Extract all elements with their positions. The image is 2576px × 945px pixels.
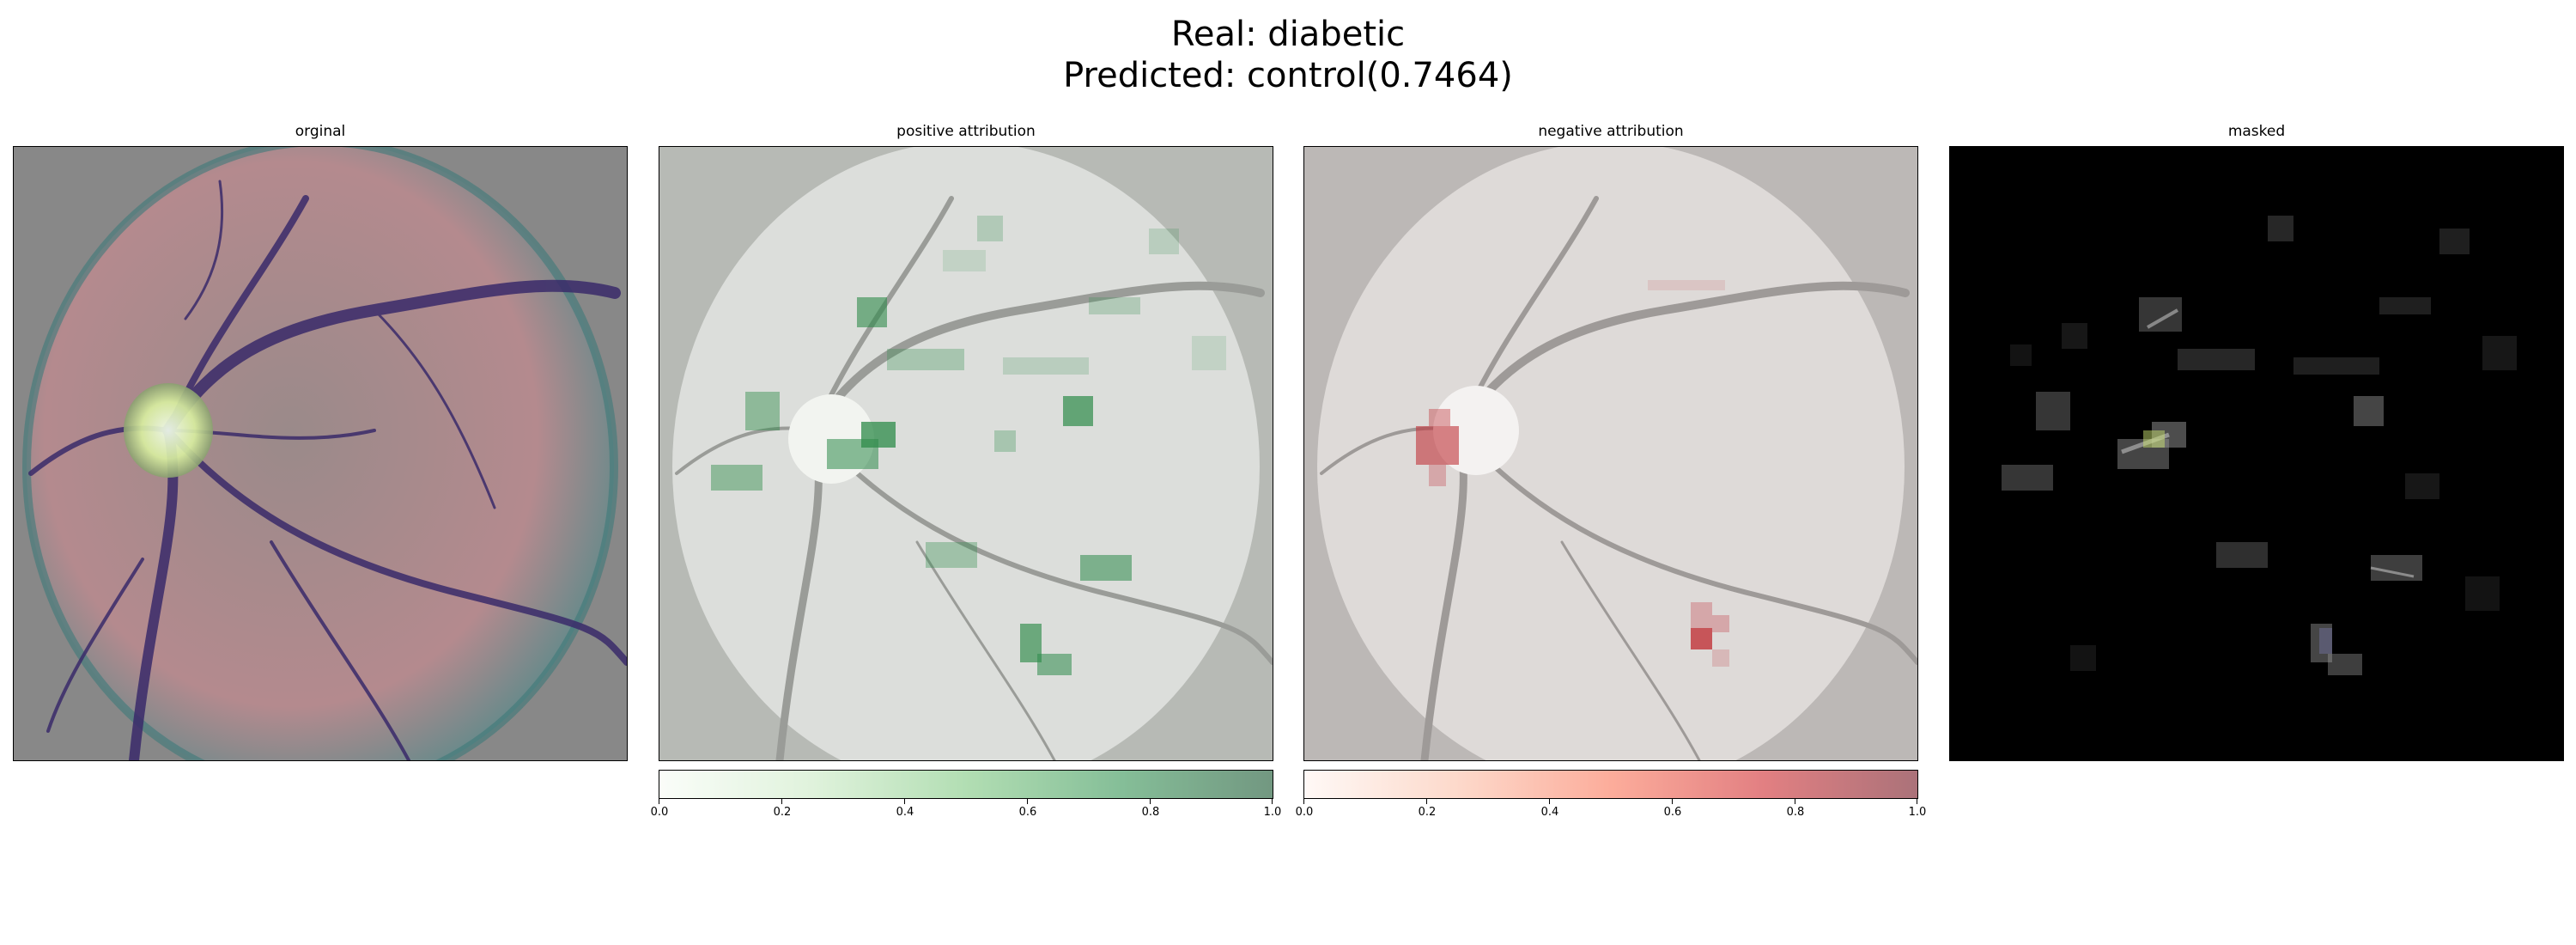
tick-label: 0.8 xyxy=(1141,806,1160,819)
negative-attribution-panel xyxy=(1303,146,1918,761)
tick-label: 1.0 xyxy=(1263,806,1282,819)
tick xyxy=(1027,798,1028,804)
tick xyxy=(904,798,905,804)
tick xyxy=(1549,798,1550,804)
masked-panel xyxy=(1949,146,2564,761)
panel-title-masked: masked xyxy=(2227,123,2286,140)
tick xyxy=(1426,798,1427,804)
tick xyxy=(781,798,782,804)
tick-label: 0.4 xyxy=(1540,806,1559,819)
masked-image xyxy=(1950,147,2563,760)
negative-attribution-image xyxy=(1304,147,1917,760)
original-image-panel xyxy=(13,146,628,761)
negative-attribution-patches xyxy=(1416,280,1729,667)
original-fundus-image xyxy=(14,147,627,760)
masked-visible-patches xyxy=(2002,216,2517,675)
tick-label: 0.6 xyxy=(1018,806,1037,819)
figure-title-predicted: Predicted: control(0.7464) xyxy=(1063,56,1513,95)
positive-attribution-patches xyxy=(711,216,1226,675)
tick-label: 0.4 xyxy=(896,806,914,819)
positive-attribution-panel xyxy=(659,146,1273,761)
tick-label: 0.2 xyxy=(1418,806,1437,819)
panel-title-positive: positive attribution xyxy=(896,123,1036,140)
panel-title-negative: negative attribution xyxy=(1538,123,1684,140)
tick xyxy=(1150,798,1151,804)
tick-label: 0.0 xyxy=(650,806,669,819)
tick-label: 0.0 xyxy=(1295,806,1314,819)
tick xyxy=(1303,798,1304,804)
panel-title-original: orginal xyxy=(295,123,346,140)
figure-title-real: Real: diabetic xyxy=(1170,15,1406,54)
positive-colorbar-frame xyxy=(659,770,1273,799)
negative-colorbar-frame xyxy=(1303,770,1918,799)
tick xyxy=(1672,798,1673,804)
tick xyxy=(1272,798,1273,804)
tick-label: 1.0 xyxy=(1908,806,1927,819)
optic-disc xyxy=(124,383,213,478)
tick-label: 0.2 xyxy=(773,806,792,819)
positive-attribution-image xyxy=(659,147,1273,760)
tick-label: 0.6 xyxy=(1663,806,1682,819)
tick-label: 0.8 xyxy=(1786,806,1805,819)
